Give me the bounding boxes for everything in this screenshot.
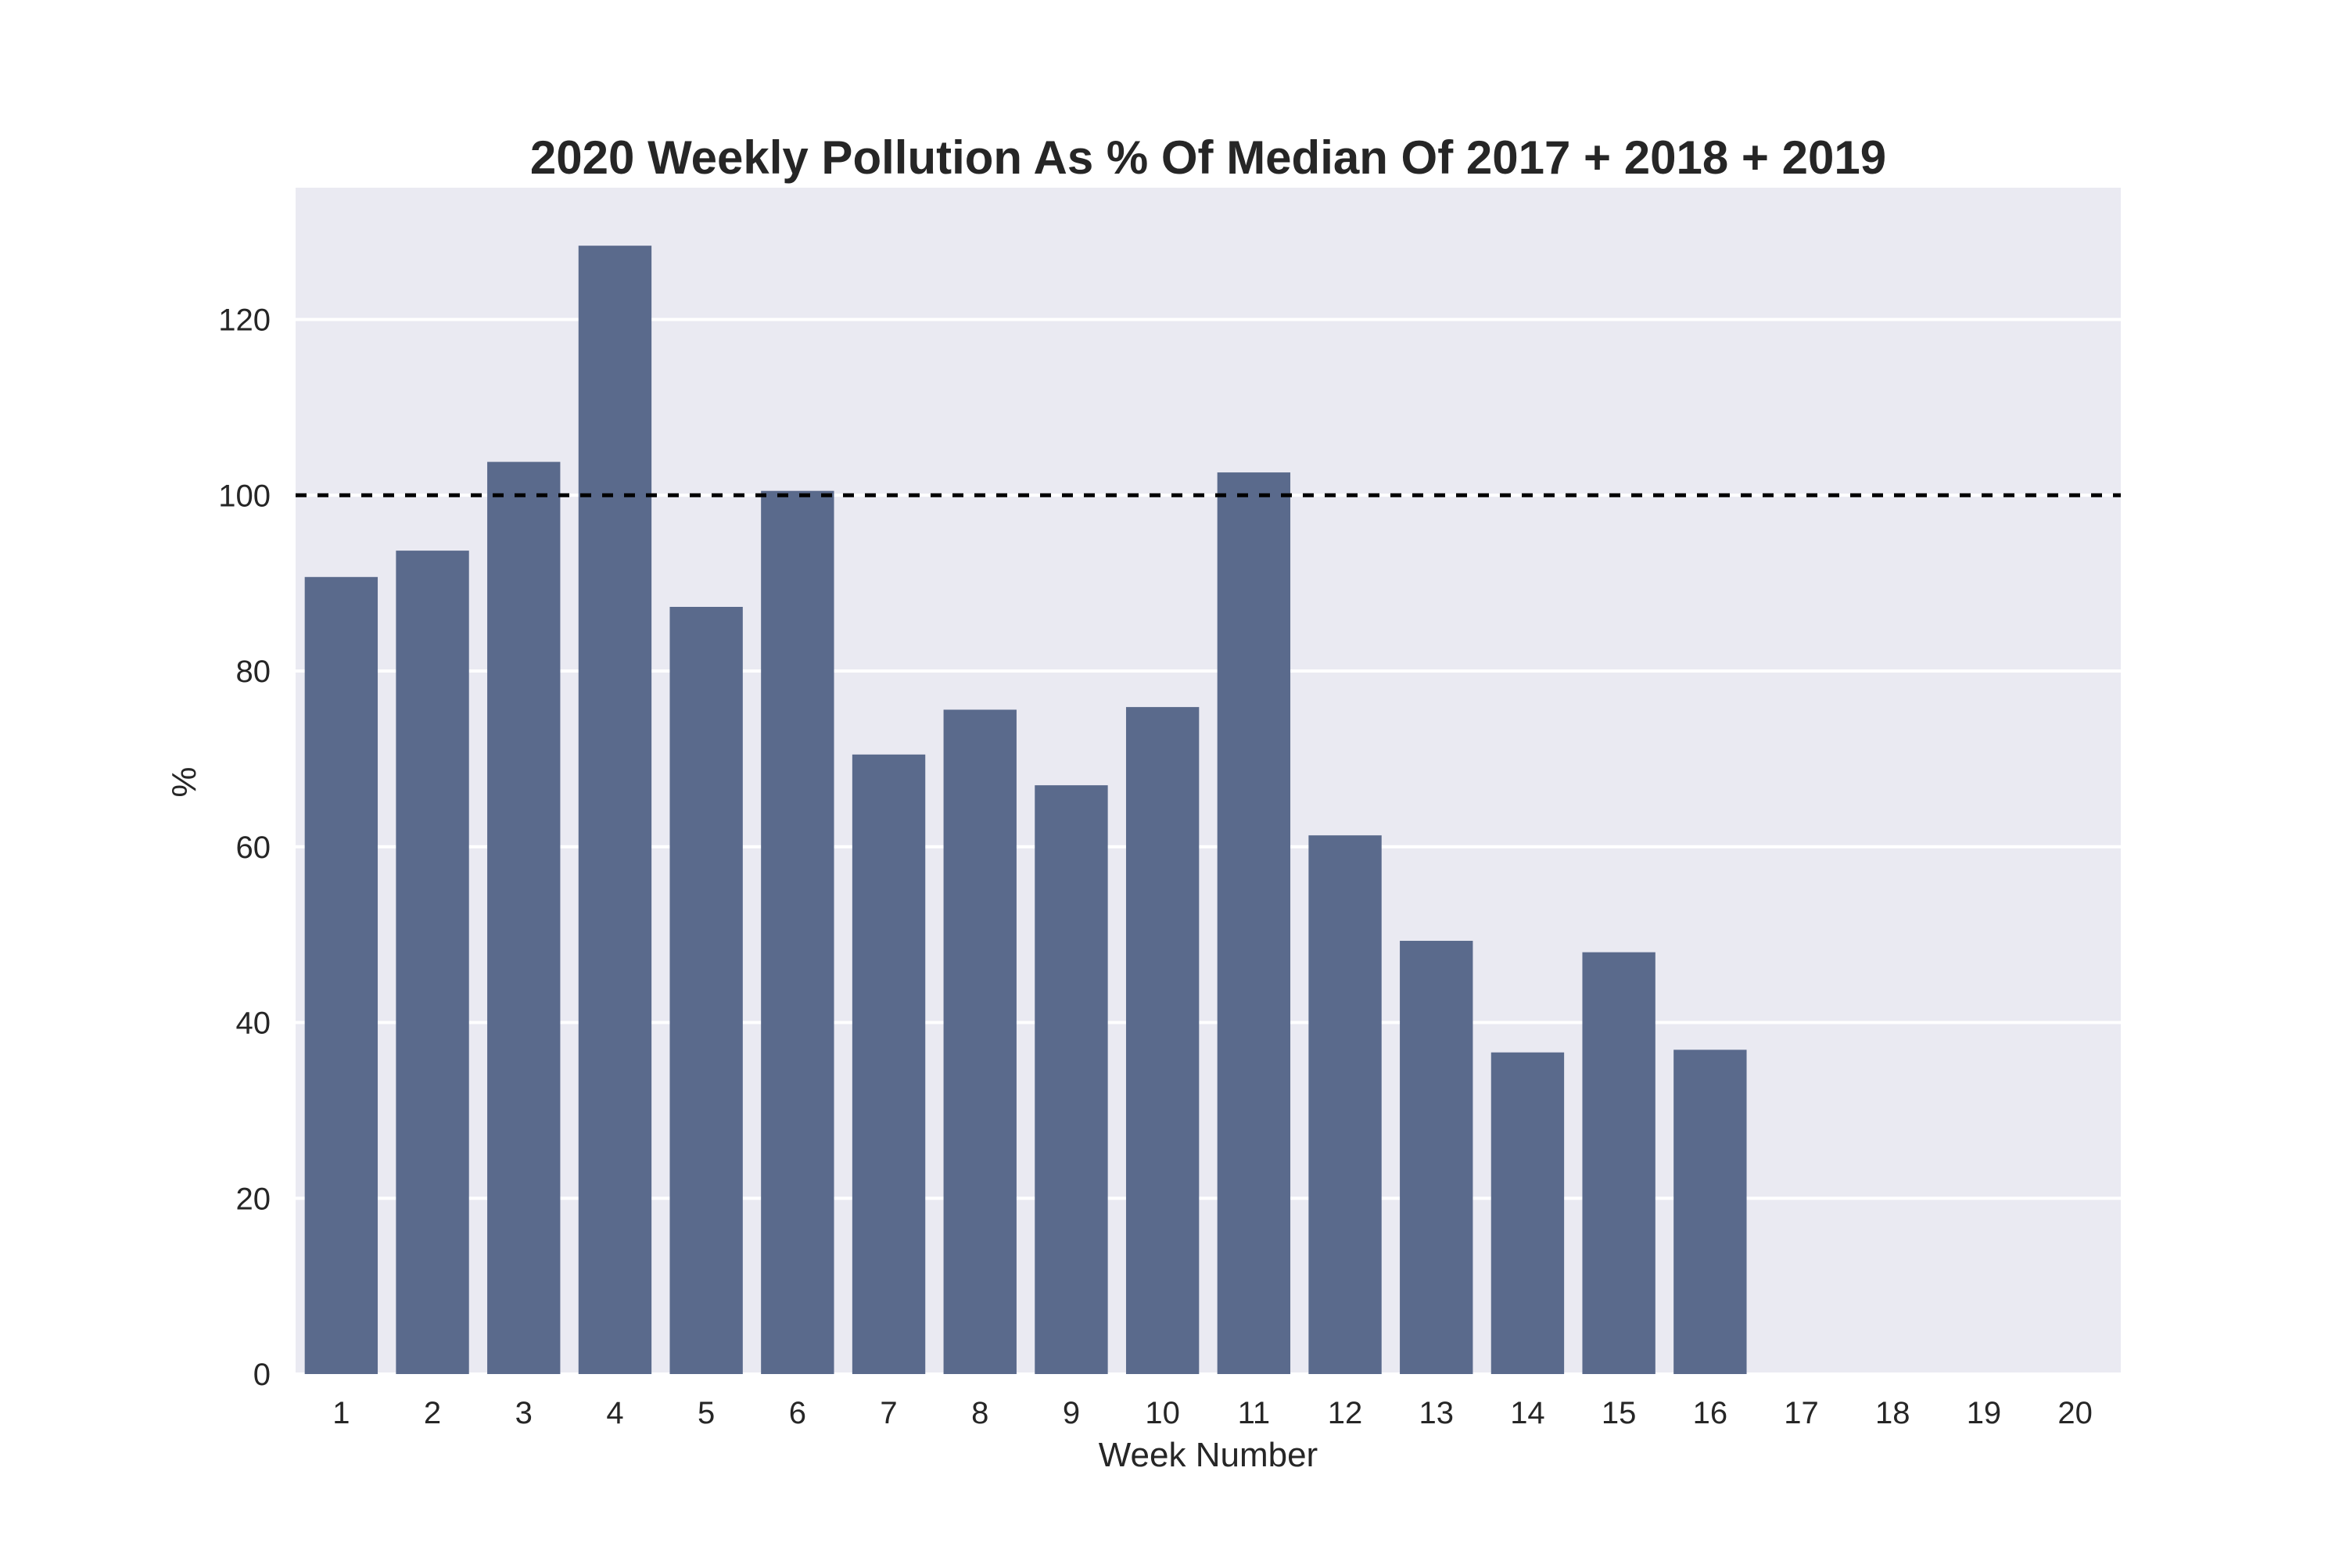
x-tick-label: 10 xyxy=(1145,1396,1180,1430)
x-tick-label: 4 xyxy=(606,1396,623,1430)
x-tick-label: 6 xyxy=(789,1396,806,1430)
y-tick-label: 80 xyxy=(236,655,271,689)
bar-week-11 xyxy=(1217,472,1291,1374)
bar-week-15 xyxy=(1582,952,1655,1374)
x-tick-label: 17 xyxy=(1784,1396,1819,1430)
bar-week-4 xyxy=(578,246,652,1375)
y-tick-label: 0 xyxy=(253,1358,271,1392)
x-tick-label: 13 xyxy=(1419,1396,1455,1430)
x-tick-label: 8 xyxy=(971,1396,988,1430)
x-tick-label: 3 xyxy=(515,1396,533,1430)
x-tick-label: 18 xyxy=(1875,1396,1910,1430)
y-tick-labels: 0 20 40 60 80 100 120 xyxy=(218,303,271,1392)
bar-week-1 xyxy=(304,576,378,1374)
x-tick-label: 5 xyxy=(698,1396,715,1430)
bar-week-5 xyxy=(669,607,743,1374)
x-tick-label: 9 xyxy=(1063,1396,1080,1430)
x-axis-label: Week Number xyxy=(1099,1436,1318,1474)
y-tick-label: 40 xyxy=(236,1006,271,1041)
y-axis-label: % xyxy=(165,766,203,797)
y-tick-label: 60 xyxy=(236,831,271,865)
x-tick-label: 14 xyxy=(1510,1396,1545,1430)
x-tick-label: 19 xyxy=(1967,1396,2002,1430)
x-tick-label: 11 xyxy=(1238,1396,1271,1430)
x-tick-label: 20 xyxy=(2057,1396,2093,1430)
plot-background xyxy=(296,188,2121,1374)
bars xyxy=(304,246,1747,1375)
bar-week-3 xyxy=(487,461,561,1374)
bar-week-2 xyxy=(396,551,469,1374)
x-tick-label: 7 xyxy=(880,1396,897,1430)
x-tick-label: 15 xyxy=(1602,1396,1637,1430)
bar-week-9 xyxy=(1035,785,1108,1374)
y-tick-label: 120 xyxy=(218,303,271,338)
bar-week-16 xyxy=(1673,1050,1747,1374)
x-tick-label: 2 xyxy=(424,1396,441,1430)
bar-week-14 xyxy=(1490,1052,1565,1374)
bar-week-6 xyxy=(761,490,834,1375)
chart-title: 2020 Weekly Pollution As % Of Median Of … xyxy=(530,131,1886,184)
x-tick-label: 12 xyxy=(1328,1396,1363,1430)
bar-week-7 xyxy=(852,754,926,1374)
y-tick-label: 20 xyxy=(236,1182,271,1216)
x-tick-labels: 1 2 3 4 5 6 7 8 9 10 11 12 13 14 15 16 17 18 19 20 xyxy=(332,1396,2093,1430)
x-tick-label: 1 xyxy=(332,1396,350,1430)
bar-week-10 xyxy=(1125,707,1200,1374)
bar-week-13 xyxy=(1400,941,1473,1374)
bar-week-12 xyxy=(1308,835,1382,1374)
x-tick-label: 16 xyxy=(1693,1396,1728,1430)
bar-week-8 xyxy=(943,709,1017,1374)
y-tick-label: 100 xyxy=(218,479,271,513)
